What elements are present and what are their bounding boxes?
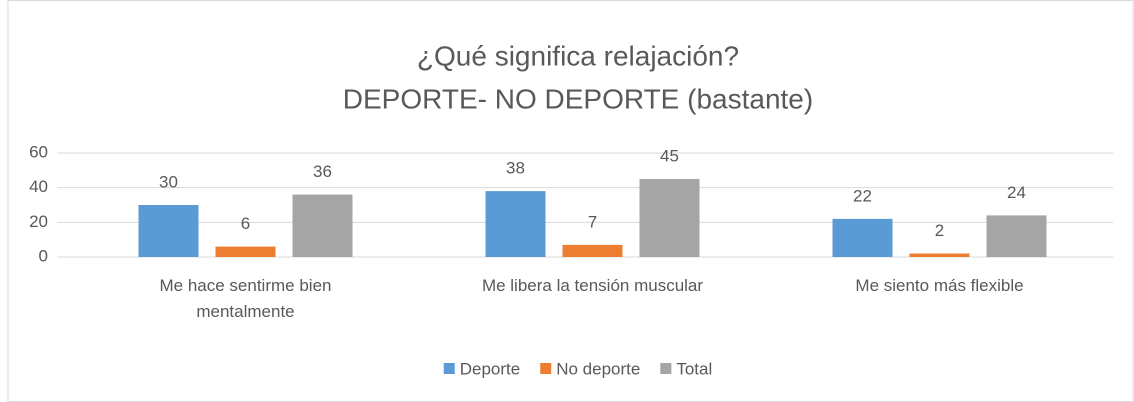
data-label: 2 [935,221,944,240]
bar [215,246,276,257]
bar [138,205,199,257]
y-tick-label: 40 [29,177,48,196]
bar [832,218,893,257]
legend-label: Total [676,359,712,378]
y-tick-label: 60 [29,142,48,161]
bar [909,253,970,257]
data-label: 30 [159,172,178,191]
legend-label: Deporte [460,359,520,378]
chart-title: DEPORTE- NO DEPORTE (bastante) [343,83,813,114]
legend-swatch [443,363,455,374]
data-label: 24 [1007,183,1026,202]
x-tick-label: Me siento más flexible [855,276,1023,295]
bar [292,194,353,257]
x-tick-label: Me hace sentirme bien mentalmente [160,276,332,321]
legend-swatch [540,363,552,374]
chart-title: ¿Qué significa relajación? [417,40,739,71]
data-label: 7 [588,212,597,231]
legend: Deporte No deporte Total [443,359,712,378]
data-label: 36 [313,162,332,181]
y-tick-label: 0 [39,246,48,265]
bar [562,244,623,257]
x-tick-label: Me libera la tensión muscular [482,276,703,295]
bar [986,215,1047,257]
chart-frame [7,0,1134,402]
legend-swatch [660,363,672,374]
y-tick-label: 20 [29,212,48,231]
data-label: 22 [853,186,872,205]
data-label: 45 [660,146,679,165]
legend-label: No deporte [556,359,640,378]
bar [485,191,546,257]
data-label: 38 [506,159,525,178]
data-label: 6 [241,214,250,233]
bar [639,179,700,257]
